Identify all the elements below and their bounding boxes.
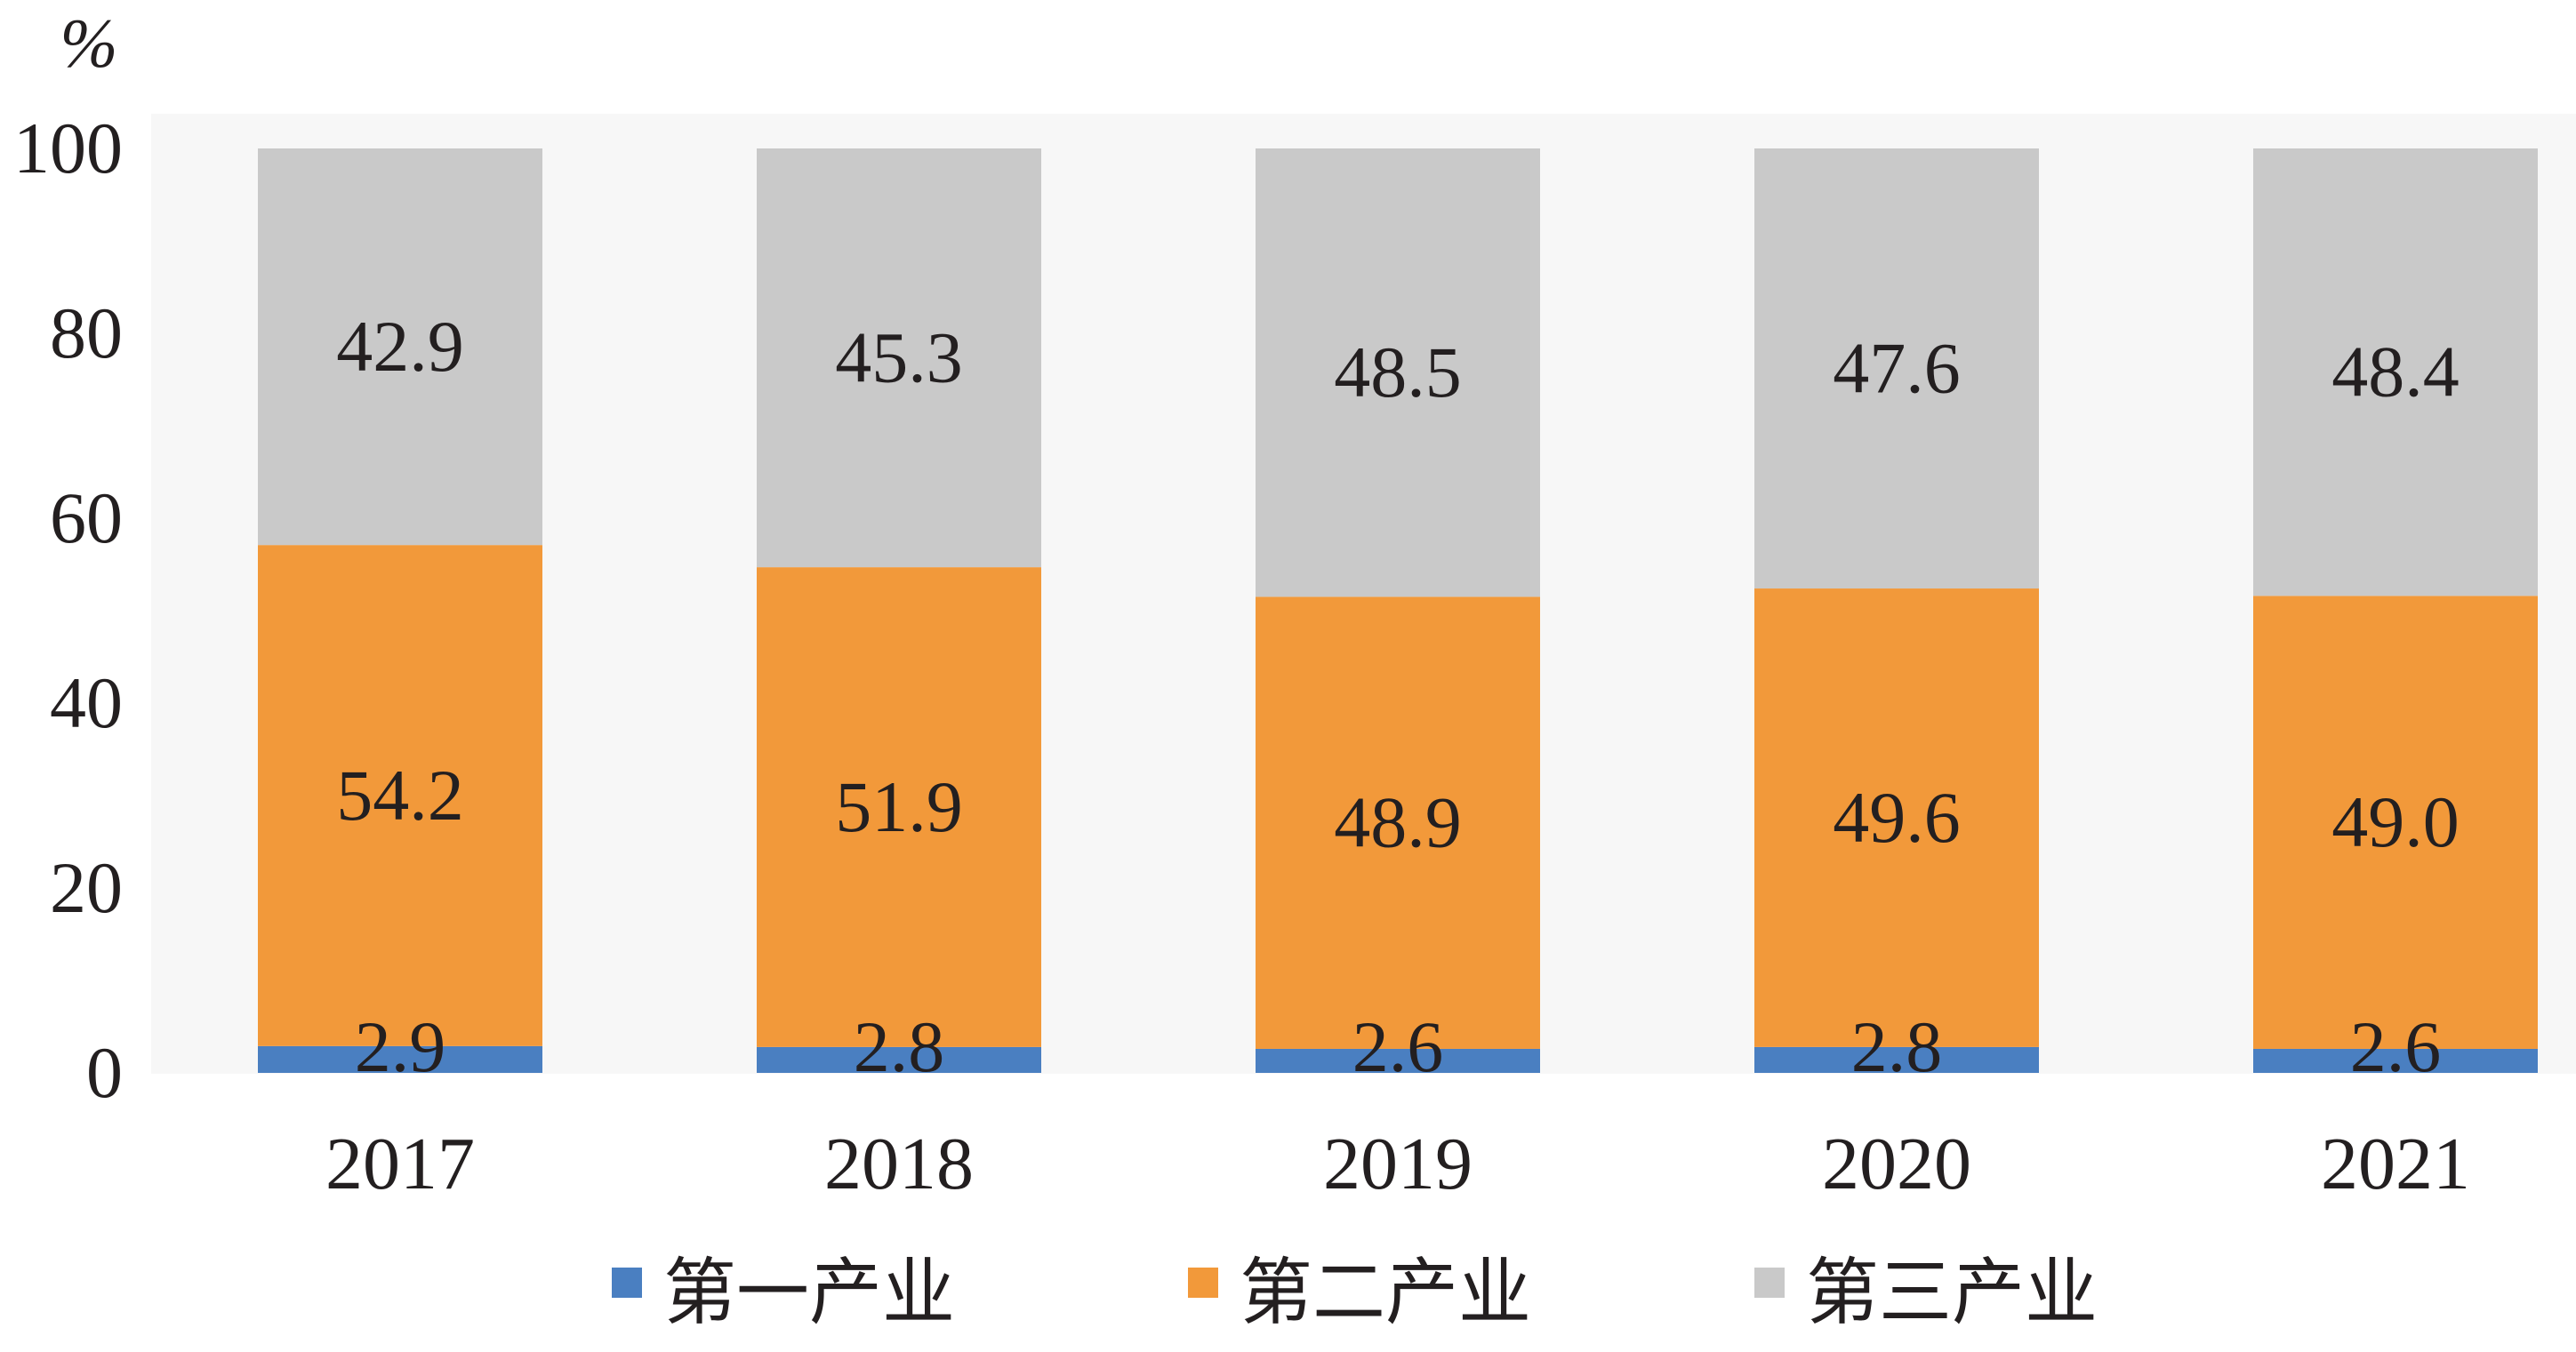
data-label: 48.4 xyxy=(2331,332,2460,412)
bar-segment xyxy=(757,1046,1041,1073)
legend-label: 第二产业 xyxy=(1240,1252,1531,1333)
legend-swatch xyxy=(612,1268,642,1298)
bar-segment xyxy=(258,1045,542,1073)
x-tick-label: 2020 xyxy=(1822,1123,1971,1205)
bar-segment xyxy=(2253,148,2538,596)
data-label: 49.0 xyxy=(2331,781,2460,862)
bar-segment xyxy=(757,148,1041,568)
data-label: 2.6 xyxy=(2350,1006,2442,1087)
x-tick-label: 2018 xyxy=(824,1123,974,1205)
data-label: 2.8 xyxy=(854,1006,945,1087)
data-label: 48.9 xyxy=(1334,782,1462,863)
bar-segment xyxy=(1754,1046,2039,1073)
y-tick-label: 20 xyxy=(50,847,123,928)
data-label: 51.9 xyxy=(835,766,963,847)
bar-segment xyxy=(258,545,542,1046)
data-label: 2.9 xyxy=(355,1006,446,1087)
data-label: 2.8 xyxy=(1851,1006,1943,1087)
x-tick-label: 2019 xyxy=(1323,1123,1473,1205)
y-axis-ticks: 0 20 40 60 80 100 xyxy=(13,108,123,1113)
bar-segment xyxy=(1754,148,2039,589)
y-tick-label: 60 xyxy=(50,477,123,558)
y-tick-label: 40 xyxy=(50,662,123,743)
y-axis-unit: % xyxy=(60,4,118,82)
legend-label: 第三产业 xyxy=(1806,1252,2098,1333)
y-tick-label: 100 xyxy=(13,108,123,188)
y-tick-label: 0 xyxy=(86,1032,123,1113)
y-tick-label: 80 xyxy=(50,292,123,373)
bar-segment xyxy=(258,148,542,546)
bars: 2.9 54.2 42.9 2.8 51.9 45.3 2.6 48.9 48.5 2.8 49.6… xyxy=(258,148,2538,1087)
data-label: 47.6 xyxy=(1833,328,1961,409)
data-label: 45.3 xyxy=(835,317,963,398)
bar-segment xyxy=(1256,596,1540,1049)
bar-segment xyxy=(2253,596,2538,1049)
bar-segment xyxy=(757,567,1041,1047)
data-label: 54.2 xyxy=(336,755,464,836)
bar-segment xyxy=(1754,588,2039,1047)
legend-swatch xyxy=(1754,1268,1785,1298)
bar-segment xyxy=(1256,148,1540,597)
data-label: 48.5 xyxy=(1334,332,1462,412)
bar-segment xyxy=(1256,1048,1540,1073)
x-tick-label: 2021 xyxy=(2321,1123,2470,1205)
legend: 第一产业 第二产业 第三产业 xyxy=(612,1252,2098,1333)
x-axis-ticks: 2017 2018 2019 2020 2021 xyxy=(325,1123,2470,1205)
legend-swatch xyxy=(1188,1268,1218,1298)
data-label: 2.6 xyxy=(1352,1006,1444,1087)
x-tick-label: 2017 xyxy=(325,1123,475,1205)
bar-segment xyxy=(2253,1048,2538,1073)
legend-label: 第一产业 xyxy=(663,1252,955,1333)
data-label: 49.6 xyxy=(1833,777,1961,858)
data-label: 42.9 xyxy=(336,306,464,387)
